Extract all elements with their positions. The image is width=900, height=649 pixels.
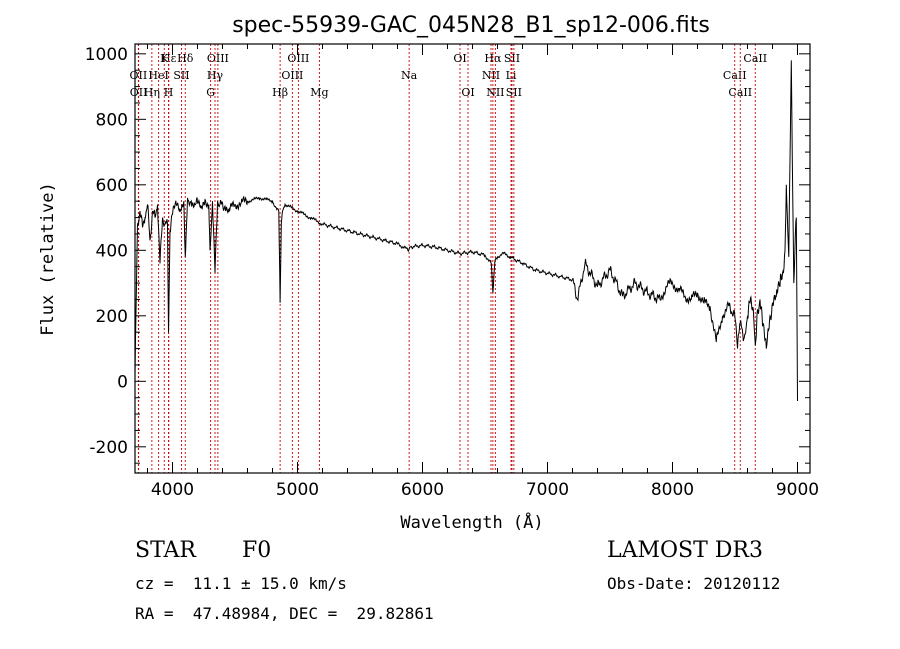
- spectrum-chart: spec-55939-GAC_045N28_B1_sp12-006.fits H…: [38, 13, 819, 533]
- line-label-CaII-K: K: [160, 52, 169, 65]
- x-tick-label-6000: 6000: [401, 480, 444, 500]
- line-label-NII-6583: NII: [486, 86, 504, 99]
- axis-ticks-layer: 4000 5000 6000 7000 8000 9000 -200 0 200 400 600 80…: [85, 44, 819, 500]
- line-label-OI-6300: OI: [453, 52, 466, 65]
- x-tick-label-9000: 9000: [776, 480, 819, 500]
- y-tick-label-800: 800: [96, 110, 128, 130]
- y-tick-label-400: 400: [96, 241, 128, 261]
- subclass: F0: [242, 538, 272, 563]
- x-tick-label-5000: 5000: [276, 480, 319, 500]
- line-label-Li: Li: [506, 69, 517, 82]
- line-label-OIII-4363: OIII: [207, 52, 229, 65]
- x-axis-label: Wavelength (Å): [400, 511, 543, 533]
- plot-frame: [134, 43, 811, 474]
- line-label-Mg: Mg: [310, 86, 328, 99]
- observation-date: Obs-Date: 20120112: [607, 574, 781, 593]
- line-label-H-delta: Hδ: [177, 52, 194, 65]
- line-label-HeI: HeI: [148, 69, 168, 82]
- y-tick-label-0: 0: [117, 372, 128, 392]
- line-label-H-alpha: Hα: [484, 52, 502, 65]
- line-label-SII-6716: SII: [504, 52, 520, 65]
- redshift-text: cz = 11.1 ± 15.0 km/s: [135, 574, 347, 593]
- flux-series-line: [134, 60, 798, 402]
- line-label-G-band: G: [206, 86, 215, 99]
- line-label-OIII-4959: OIII: [281, 69, 303, 82]
- line-label-H-gamma: Hγ: [207, 69, 224, 82]
- line-label-SII-6731: SII: [506, 86, 522, 99]
- object-class: STAR: [135, 538, 196, 563]
- line-label-Na: Na: [401, 69, 418, 82]
- series-layer: [134, 60, 798, 402]
- y-tick-label-600: 600: [96, 176, 128, 196]
- line-label-H-epsilon: Hε: [161, 52, 177, 65]
- y-tick-label--200: -200: [89, 438, 128, 458]
- line-label-H-beta: Hβ: [272, 86, 288, 99]
- line-label-SII-4072: SII: [173, 69, 189, 82]
- y-tick-label-200: 200: [96, 307, 128, 327]
- chart-title: spec-55939-GAC_045N28_B1_sp12-006.fits: [232, 13, 710, 38]
- x-tick-label-7000: 7000: [526, 480, 569, 500]
- y-axis-label: Flux (relative): [38, 182, 58, 336]
- line-label-OI-6364: OI: [461, 86, 474, 99]
- x-tick-label-4000: 4000: [151, 480, 194, 500]
- line-label-CaII-8498: CaII: [723, 69, 747, 82]
- line-label-NII-6548: NII: [482, 69, 500, 82]
- survey-name: LAMOST DR3: [607, 538, 763, 563]
- line-label-CaII-8542: CaII: [728, 86, 752, 99]
- line-label-CaII-H: H: [164, 86, 174, 99]
- line-label-H-eta: Hη: [144, 86, 160, 99]
- x-tick-label-8000: 8000: [651, 480, 694, 500]
- line-label-OII-b: OII: [130, 86, 148, 99]
- line-label-OII-a: OII: [130, 69, 148, 82]
- line-label-CaII-8662: CaII: [743, 52, 767, 65]
- y-tick-label-1000: 1000: [85, 45, 128, 65]
- coordinates-text: RA = 47.48984, DEC = 29.82861: [135, 604, 434, 623]
- line-label-OIII-5007: OIII: [287, 52, 309, 65]
